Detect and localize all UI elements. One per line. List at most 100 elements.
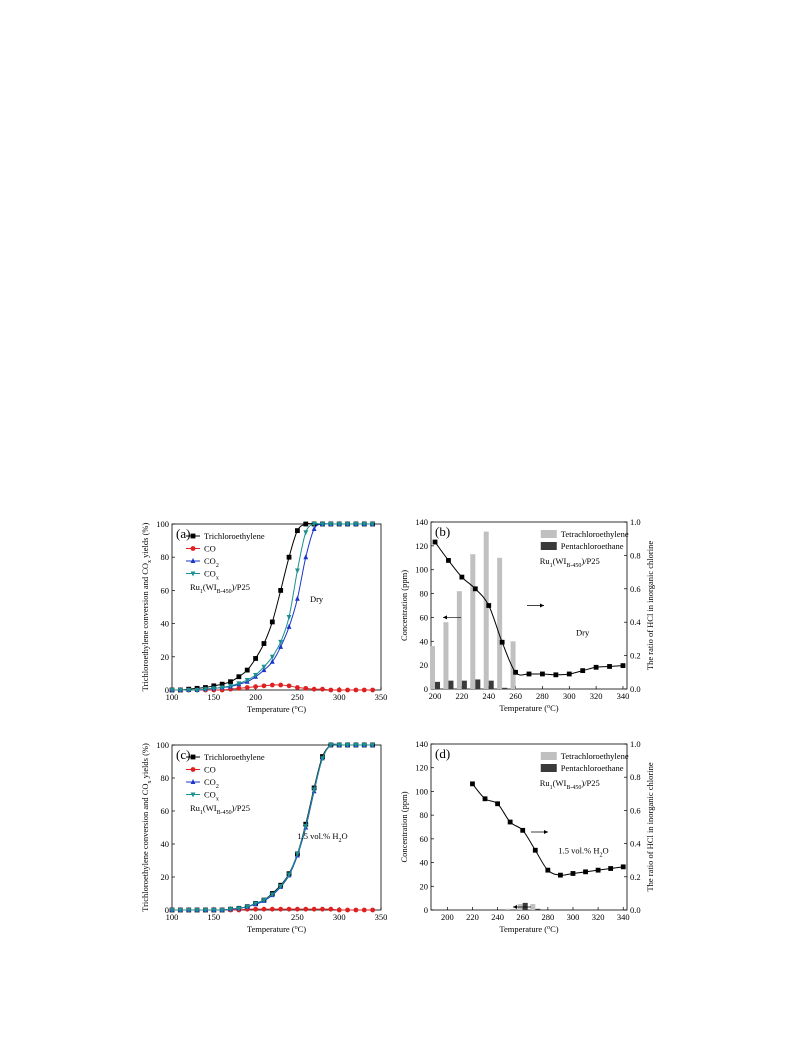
data-point	[432, 539, 438, 545]
right-axis-arrow-head	[544, 829, 548, 834]
x-tick-label: 300	[333, 692, 346, 702]
data-point	[269, 682, 275, 688]
data-point	[253, 656, 258, 661]
legend-entry: CO	[204, 544, 216, 554]
panel-label: (d)	[435, 746, 450, 761]
x-tick-label: 240	[491, 912, 504, 922]
plot-frame	[430, 521, 628, 690]
legend-marker	[190, 533, 196, 539]
data-point	[186, 908, 192, 913]
data-point	[570, 871, 576, 876]
legend-swatch	[540, 542, 557, 550]
data-point	[472, 586, 478, 592]
data-point	[295, 906, 300, 912]
x-tick-label: 150	[207, 692, 220, 702]
data-point	[261, 641, 267, 646]
y-tick-label: 60	[420, 612, 429, 622]
data-point	[286, 906, 292, 912]
data-point	[361, 907, 367, 913]
data-point	[169, 908, 175, 913]
data-point	[580, 668, 586, 674]
data-point	[286, 554, 292, 560]
y-tick-label: 20	[420, 881, 429, 891]
y-tick-label: 0	[165, 685, 169, 695]
y2-tick-label: 0.4	[630, 617, 641, 627]
data-point	[211, 686, 217, 692]
x-tick-label: 300	[333, 912, 346, 922]
legend-marker	[190, 546, 196, 551]
y-tick-label: 140	[415, 739, 428, 749]
x-tick-label: 340	[617, 912, 630, 922]
bar-pentachloroethane	[522, 902, 528, 910]
x-tick-label: 350	[375, 912, 388, 922]
data-point	[269, 658, 275, 664]
data-point	[236, 674, 242, 680]
y-tick-label: 100	[415, 786, 428, 796]
y-tick-label: 100	[415, 565, 428, 575]
data-point	[236, 681, 242, 687]
hcl-ratio-line	[472, 783, 624, 876]
data-point	[286, 872, 292, 878]
x-axis-label: Temperature (oC)	[247, 704, 306, 714]
data-point	[459, 574, 465, 580]
data-point	[545, 867, 551, 873]
y-axis-label: Trichloroethylene conversion and COx yie…	[140, 523, 153, 692]
y2-tick-label: 1.0	[630, 517, 641, 527]
catalyst-label: Ru1(WIB-450)/P25	[540, 556, 600, 569]
bar-tetrachloroethylene	[497, 557, 503, 689]
data-point	[370, 687, 376, 693]
data-point	[328, 906, 334, 912]
x-axis-label: Temperature (oC)	[499, 924, 558, 934]
y-tick-label: 40	[161, 839, 170, 849]
y-tick-label: 0	[424, 684, 428, 694]
legend-marker	[190, 779, 196, 784]
chart-panel-a: 100 150 200 250 300 350 0 20 40 60 80 100 Temperatur…	[140, 519, 387, 714]
data-point	[219, 685, 225, 691]
data-point	[320, 686, 325, 692]
legend-marker	[190, 754, 196, 760]
data-point	[345, 522, 350, 527]
data-point	[269, 654, 275, 660]
series-line	[171, 743, 373, 911]
data-point	[295, 528, 300, 534]
data-point	[269, 619, 275, 625]
data-point	[311, 522, 317, 527]
x-tick-label: 350	[375, 692, 388, 702]
x-tick-label: 100	[166, 692, 179, 702]
y2-tick-label: 0.2	[630, 872, 641, 882]
data-point	[286, 683, 292, 689]
data-point	[228, 683, 233, 689]
data-point	[446, 558, 451, 563]
data-point	[336, 522, 342, 527]
data-point	[607, 664, 612, 669]
x-tick-label: 300	[563, 691, 576, 701]
x-tick-label: 100	[166, 912, 179, 922]
x-tick-label: 200	[249, 912, 262, 922]
y-tick-label: 20	[161, 652, 170, 662]
data-point	[269, 892, 275, 898]
panel-label: (c)	[176, 747, 190, 762]
legend-entry: Trichloroethylene	[204, 752, 265, 762]
series-line	[171, 743, 373, 911]
x-tick-label: 260	[516, 912, 529, 922]
data-point	[253, 906, 258, 912]
legend-marker	[190, 792, 196, 798]
right-axis-arrow-head	[540, 603, 544, 608]
data-point	[566, 671, 572, 677]
data-point	[203, 687, 208, 693]
x-tick-label: 280	[536, 691, 549, 701]
y-axis-label: Trichloroethylene conversion and COx yie…	[140, 743, 153, 912]
legend-entry: Tetrachloroethylene	[561, 751, 629, 761]
data-point	[278, 639, 284, 645]
y-tick-label: 80	[420, 810, 429, 820]
y-tick-label: 80	[161, 773, 170, 783]
y-tick-label: 120	[415, 763, 428, 773]
data-point	[194, 908, 200, 913]
data-point	[295, 595, 300, 601]
data-point	[336, 687, 342, 693]
data-point	[303, 521, 309, 527]
data-point	[186, 688, 192, 693]
y2-tick-label: 0.6	[630, 805, 641, 815]
data-point	[177, 688, 183, 693]
